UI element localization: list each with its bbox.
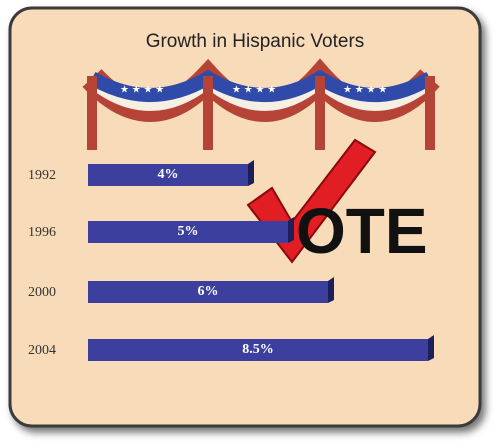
y-tick-label: 1992 (28, 168, 56, 183)
bunting: ★ ★ ★ ★ ★ ★ ★ ★ ★ ★ ★ ★ (82, 58, 440, 150)
bar (88, 221, 288, 243)
y-tick-label: 2000 (28, 285, 56, 300)
bar (88, 281, 328, 303)
y-tick-label: 2004 (28, 343, 56, 358)
y-tick-label: 1996 (28, 225, 56, 240)
bar-side (248, 160, 254, 186)
value-label: 5% (178, 224, 199, 239)
bar (88, 339, 428, 361)
vote-text: OTE (296, 195, 428, 267)
bar-side (288, 217, 294, 243)
svg-text:★ ★ ★ ★: ★ ★ ★ ★ (343, 85, 387, 96)
value-label: 4% (158, 167, 179, 182)
value-label: 8.5% (242, 342, 274, 357)
svg-text:★ ★ ★ ★: ★ ★ ★ ★ (232, 85, 276, 96)
bar (88, 164, 248, 186)
bar-side (328, 277, 334, 303)
value-label: 6% (198, 284, 219, 299)
bar-side (428, 335, 434, 361)
svg-text:★ ★ ★ ★: ★ ★ ★ ★ (120, 85, 164, 96)
chart-title: Growth in Hispanic Voters (146, 31, 365, 52)
